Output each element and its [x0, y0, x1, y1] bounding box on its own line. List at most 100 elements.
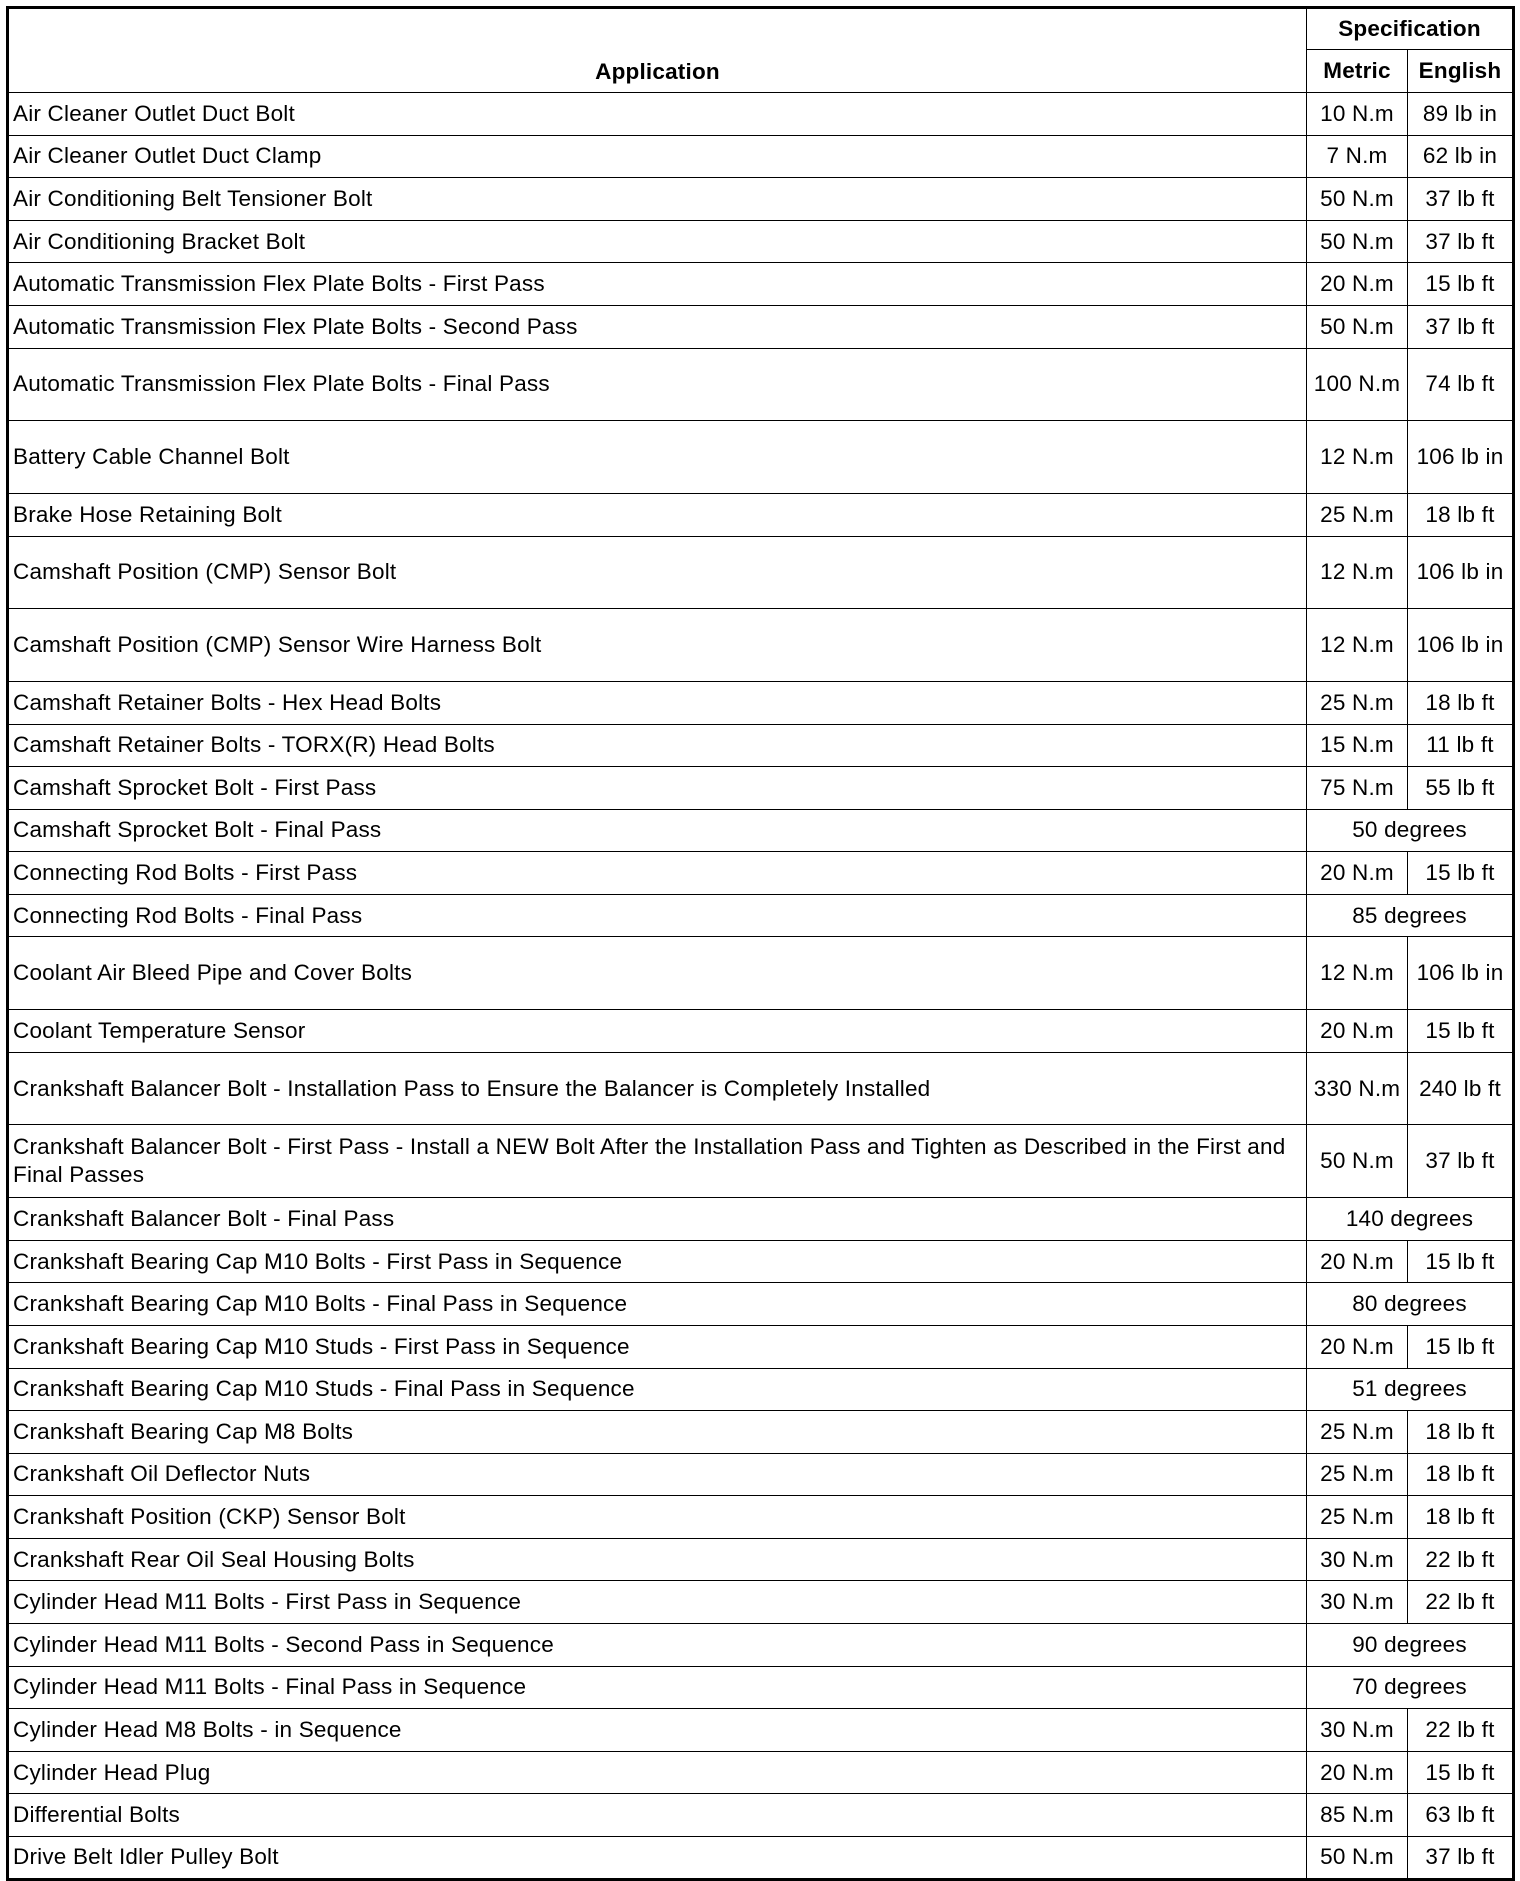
english-cell: 106 lb in [1406, 420, 1515, 494]
metric-cell: 100 N.m [1306, 347, 1408, 422]
metric-cell: 20 N.m [1306, 1750, 1408, 1795]
table-row: Crankshaft Bearing Cap M10 Studs - Final… [7, 1367, 1515, 1412]
english-cell: 55 lb ft [1406, 766, 1515, 810]
english-cell: 15 lb ft [1406, 1750, 1515, 1795]
english-cell: 89 lb in [1406, 92, 1515, 136]
metric-cell: 50 N.m [1306, 177, 1408, 221]
application-cell: Camshaft Position (CMP) Sensor Wire Harn… [7, 608, 1307, 682]
english-cell: 63 lb ft [1406, 1793, 1515, 1838]
angle-spec-cell: 51 degrees [1305, 1367, 1515, 1412]
application-cell: Cylinder Head M11 Bolts - First Pass in … [7, 1580, 1307, 1625]
table-row: Crankshaft Balancer Bolt - First Pass - … [7, 1124, 1515, 1199]
english-cell: 18 lb ft [1406, 680, 1515, 725]
metric-cell: 12 N.m [1306, 936, 1408, 1011]
table-row: Air Conditioning Bracket Bolt 50 N.m 37 lb… [7, 219, 1515, 264]
application-cell: Connecting Rod Bolts - Final Pass [7, 893, 1307, 938]
application-cell: Air Conditioning Belt Tensioner Bolt [7, 177, 1307, 221]
table-row: Air Conditioning Belt Tensioner Bolt 50 N… [7, 177, 1515, 221]
table-row: Automatic Transmission Flex Plate Bolts … [7, 347, 1515, 422]
angle-spec-cell: 50 degrees [1305, 808, 1515, 853]
table-row: Crankshaft Rear Oil Seal Housing Bolts 30… [7, 1537, 1515, 1582]
english-cell: 37 lb ft [1406, 304, 1515, 349]
table-row: Connecting Rod Bolts - Final Pass 85 degr… [7, 893, 1515, 938]
english-cell: 37 lb ft [1406, 1836, 1515, 1880]
application-cell: Automatic Transmission Flex Plate Bolts … [7, 262, 1307, 306]
application-cell: Camshaft Sprocket Bolt - First Pass [7, 766, 1307, 810]
application-cell: Automatic Transmission Flex Plate Bolts … [7, 347, 1307, 422]
table-row: Cylinder Head M8 Bolts - in Sequence 30 N… [7, 1708, 1515, 1752]
english-cell: 22 lb ft [1406, 1708, 1515, 1752]
application-cell: Cylinder Head Plug [7, 1750, 1307, 1795]
application-cell: Crankshaft Bearing Cap M8 Bolts [7, 1410, 1307, 1454]
specification-header: Specification [1305, 7, 1515, 50]
metric-cell: 30 N.m [1306, 1580, 1408, 1625]
english-cell: 15 lb ft [1406, 1324, 1515, 1369]
table-row: Air Cleaner Outlet Duct Bolt 10 N.m 89 lb … [7, 92, 1515, 136]
table-row: Coolant Temperature Sensor 20 N.m 15 lb ft [7, 1009, 1515, 1053]
table-row: Camshaft Position (CMP) Sensor Bolt 12 N.… [7, 535, 1515, 610]
table-row: Camshaft Position (CMP) Sensor Wire Harn… [7, 608, 1515, 682]
metric-cell: 25 N.m [1306, 1410, 1408, 1454]
metric-cell: 20 N.m [1306, 851, 1408, 895]
table-row: Battery Cable Channel Bolt 12 N.m 106 lb i… [7, 420, 1515, 494]
metric-cell: 20 N.m [1306, 1239, 1408, 1284]
table-row: Brake Hose Retaining Bolt 25 N.m 18 lb ft [7, 492, 1515, 537]
english-cell: 18 lb ft [1406, 1452, 1515, 1497]
table-row: Crankshaft Oil Deflector Nuts 25 N.m 18 lb… [7, 1452, 1515, 1497]
application-header: Application [7, 7, 1307, 93]
application-cell: Camshaft Sprocket Bolt - Final Pass [7, 808, 1307, 853]
english-cell: 22 lb ft [1406, 1537, 1515, 1582]
application-cell: Crankshaft Balancer Bolt - Final Pass [7, 1197, 1307, 1241]
english-cell: 106 lb in [1406, 608, 1515, 682]
metric-cell: 25 N.m [1306, 680, 1408, 725]
application-cell: Air Cleaner Outlet Duct Bolt [7, 92, 1307, 136]
table-row: Cylinder Head M11 Bolts - Final Pass in … [7, 1665, 1515, 1710]
angle-spec-cell: 80 degrees [1305, 1282, 1515, 1326]
application-cell: Cylinder Head M11 Bolts - Final Pass in … [7, 1665, 1307, 1710]
english-cell: 15 lb ft [1406, 851, 1515, 895]
application-cell: Camshaft Position (CMP) Sensor Bolt [7, 535, 1307, 610]
application-cell: Crankshaft Bearing Cap M10 Studs - First… [7, 1324, 1307, 1369]
english-cell: 18 lb ft [1406, 492, 1515, 537]
metric-cell: 25 N.m [1306, 492, 1408, 537]
english-cell: 18 lb ft [1406, 1495, 1515, 1539]
application-cell: Camshaft Retainer Bolts - TORX(R) Head B… [7, 723, 1307, 768]
application-cell: Drive Belt Idler Pulley Bolt [7, 1836, 1307, 1880]
english-cell: 37 lb ft [1406, 1124, 1515, 1199]
metric-cell: 12 N.m [1306, 535, 1408, 610]
metric-cell: 330 N.m [1306, 1051, 1408, 1126]
english-cell: 37 lb ft [1406, 219, 1515, 264]
table-row: Crankshaft Bearing Cap M8 Bolts 25 N.m 18 … [7, 1410, 1515, 1454]
application-cell: Crankshaft Position (CKP) Sensor Bolt [7, 1495, 1307, 1539]
application-cell: Brake Hose Retaining Bolt [7, 492, 1307, 537]
application-cell: Automatic Transmission Flex Plate Bolts … [7, 304, 1307, 349]
table-row: Automatic Transmission Flex Plate Bolts … [7, 304, 1515, 349]
table-row: Crankshaft Bearing Cap M10 Bolts - Final… [7, 1282, 1515, 1326]
table-row: Camshaft Sprocket Bolt - Final Pass 50 de… [7, 808, 1515, 853]
english-cell: 15 lb ft [1406, 262, 1515, 306]
metric-cell: 12 N.m [1306, 420, 1408, 494]
table-row: Crankshaft Balancer Bolt - Final Pass 140… [7, 1197, 1515, 1241]
metric-cell: 25 N.m [1306, 1452, 1408, 1497]
application-cell: Cylinder Head M11 Bolts - Second Pass in… [7, 1623, 1307, 1667]
application-cell: Crankshaft Bearing Cap M10 Studs - Final… [7, 1367, 1307, 1412]
table-row: Drive Belt Idler Pulley Bolt 50 N.m 37 lb … [7, 1836, 1515, 1880]
application-cell: Differential Bolts [7, 1793, 1307, 1838]
angle-spec-cell: 85 degrees [1305, 893, 1515, 938]
metric-cell: 75 N.m [1306, 766, 1408, 810]
table-row: Air Cleaner Outlet Duct Clamp 7 N.m 62 lb … [7, 134, 1515, 179]
metric-cell: 15 N.m [1306, 723, 1408, 768]
application-cell: Connecting Rod Bolts - First Pass [7, 851, 1307, 895]
application-cell: Crankshaft Balancer Bolt - Installation … [7, 1051, 1307, 1126]
metric-cell: 25 N.m [1306, 1495, 1408, 1539]
angle-spec-cell: 70 degrees [1305, 1665, 1515, 1710]
table-row: Coolant Air Bleed Pipe and Cover Bolts 12… [7, 936, 1515, 1011]
application-cell: Crankshaft Bearing Cap M10 Bolts - Final… [7, 1282, 1307, 1326]
application-cell: Camshaft Retainer Bolts - Hex Head Bolts [7, 680, 1307, 725]
application-cell: Crankshaft Bearing Cap M10 Bolts - First… [7, 1239, 1307, 1284]
table-row: Cylinder Head M11 Bolts - Second Pass in… [7, 1623, 1515, 1667]
metric-header: Metric [1306, 49, 1408, 93]
application-cell: Crankshaft Oil Deflector Nuts [7, 1452, 1307, 1497]
table-row: Cylinder Head Plug 20 N.m 15 lb ft [7, 1750, 1515, 1795]
application-cell: Coolant Temperature Sensor [7, 1009, 1307, 1053]
